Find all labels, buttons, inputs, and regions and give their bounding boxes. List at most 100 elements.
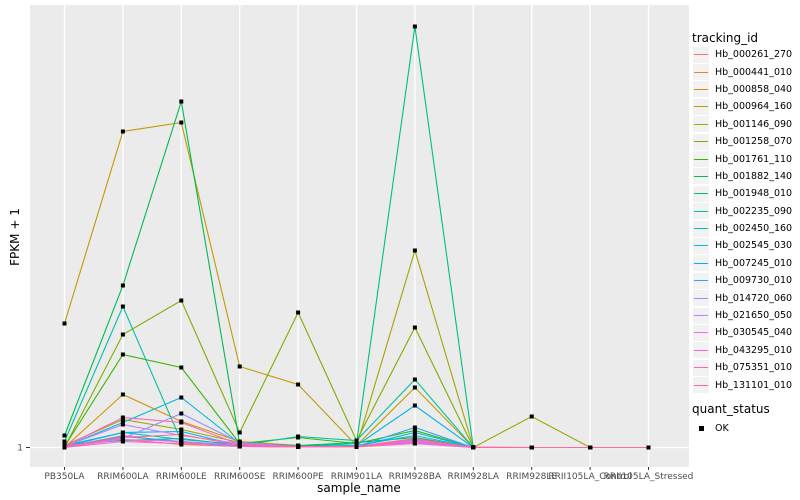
quant-status-key-icon — [693, 421, 709, 437]
legend-entry: Hb_002235_090 — [690, 203, 792, 220]
data-point — [412, 425, 417, 430]
legend-entry-label: Hb_002235_090 — [715, 205, 793, 217]
legend-entry-label: Hb_075351_010 — [715, 362, 793, 374]
data-point — [62, 433, 67, 438]
legend-color-line-icon — [694, 315, 708, 317]
data-point — [120, 332, 125, 337]
legend-color-line-icon — [694, 228, 708, 230]
legend-entry: Hb_001882_140 — [690, 168, 792, 185]
legend-entry: Hb_002545_030 — [690, 237, 792, 254]
legend-entry-label: Hb_043295_010 — [715, 344, 793, 356]
data-point — [354, 444, 359, 449]
x-tick-label: RRIM600LE — [156, 472, 207, 482]
data-point — [120, 352, 125, 357]
data-point — [529, 445, 534, 450]
legend-key-icon — [693, 64, 709, 81]
data-point — [588, 445, 593, 450]
panel-background — [30, 5, 689, 467]
legend-entry-quant-status-ok: OK — [690, 420, 729, 437]
data-point — [120, 129, 125, 134]
data-point — [179, 429, 184, 434]
data-point — [179, 441, 184, 446]
data-point — [179, 365, 184, 370]
data-point — [120, 415, 125, 420]
legend-color-line-icon — [694, 175, 708, 177]
legend-entry-label: Hb_001761_110 — [715, 153, 793, 165]
legend-color-line-icon — [694, 245, 708, 247]
legend-entry: Hb_000441_010 — [690, 63, 792, 81]
data-point — [296, 445, 301, 449]
legend-entry: Hb_000964_160 — [690, 98, 792, 115]
legend-entry-label: Hb_131101_010 — [715, 379, 793, 391]
legend-entry: Hb_075351_010 — [690, 359, 792, 376]
legend-color-line-icon — [694, 88, 708, 90]
legend-color-line-icon — [694, 280, 708, 282]
legend-key-icon — [693, 133, 709, 150]
legend-entry: Hb_001146_090 — [690, 116, 792, 133]
data-point — [120, 435, 125, 440]
black-square-marker-icon — [698, 426, 704, 431]
x-tick-label: RRIM928LE — [506, 472, 557, 482]
legend-key-icon — [693, 342, 709, 359]
data-point — [179, 411, 184, 416]
legend-key-icon — [693, 237, 709, 254]
legend-key-icon — [693, 46, 709, 63]
data-point — [237, 443, 242, 448]
legend-entry-label: Hb_000964_160 — [715, 101, 793, 113]
legend-color-line-icon — [694, 193, 708, 195]
x-axis-title: sample_name — [317, 481, 401, 495]
legend-entry: Hb_007245_010 — [690, 255, 792, 272]
data-point — [296, 310, 301, 315]
legend-key-icon — [693, 324, 709, 341]
legend-color-line-icon — [694, 141, 708, 143]
data-point — [120, 392, 125, 397]
legend-title-tracking-id: tracking_id — [692, 31, 759, 45]
legend-color-line-icon — [694, 262, 708, 264]
y-axis-title: FPKM + 1 — [8, 208, 22, 266]
data-point — [529, 414, 534, 419]
x-tick-label: PB350LA — [44, 472, 85, 482]
legend-entry-label: Hb_014720_060 — [715, 292, 793, 304]
data-point — [412, 433, 417, 438]
legend-entry: Hb_014720_060 — [690, 289, 793, 307]
data-point — [62, 439, 67, 444]
legend-color-line-icon — [694, 54, 708, 56]
data-point — [179, 395, 184, 400]
data-point — [237, 364, 242, 369]
legend-key-icon — [693, 290, 709, 307]
data-point — [179, 99, 184, 104]
legend-entries-tracking-id: Hb_000261_270 Hb_000441_010 Hb_000858_040 H… — [690, 46, 792, 394]
data-point — [412, 24, 417, 29]
data-point — [412, 325, 417, 330]
legend-key-icon — [693, 185, 709, 202]
legend-entry: Hb_001948_010 — [690, 185, 792, 202]
data-point — [62, 321, 67, 326]
legend-entry: Hb_002450_160 — [690, 220, 792, 237]
legend-entry: Hb_001761_110 — [690, 150, 793, 168]
legend-entry-label: Hb_001882_140 — [715, 170, 793, 182]
legend-color-line-icon — [694, 106, 708, 108]
x-tick-label: RRIM600SE — [214, 472, 266, 482]
data-point — [412, 377, 417, 382]
legend-key-icon — [693, 307, 709, 324]
x-tick-label: RRIM928LA — [448, 472, 500, 482]
data-point — [179, 120, 184, 125]
legend-color-line-icon — [694, 210, 708, 212]
legend-entry: Hb_009730_010 — [690, 272, 792, 289]
data-point — [237, 430, 242, 435]
x-tick-label: RRIM600LA — [97, 472, 149, 482]
data-point — [120, 283, 125, 288]
legend-color-line-icon — [694, 384, 708, 386]
legend-key-icon — [693, 151, 709, 168]
legend-entry: Hb_000858_040 — [690, 81, 792, 98]
legend-key-icon — [693, 81, 709, 98]
legend-key-icon — [693, 255, 709, 272]
legend-entry-label: Hb_007245_010 — [715, 257, 793, 269]
legend-key-icon — [693, 359, 709, 376]
legend-entry-label: Hb_009730_010 — [715, 275, 793, 287]
data-point — [179, 432, 184, 437]
legend-entry: Hb_043295_010 — [690, 342, 792, 359]
legend-entry-label: Hb_001146_090 — [715, 118, 793, 130]
legend-key-icon — [693, 272, 709, 289]
